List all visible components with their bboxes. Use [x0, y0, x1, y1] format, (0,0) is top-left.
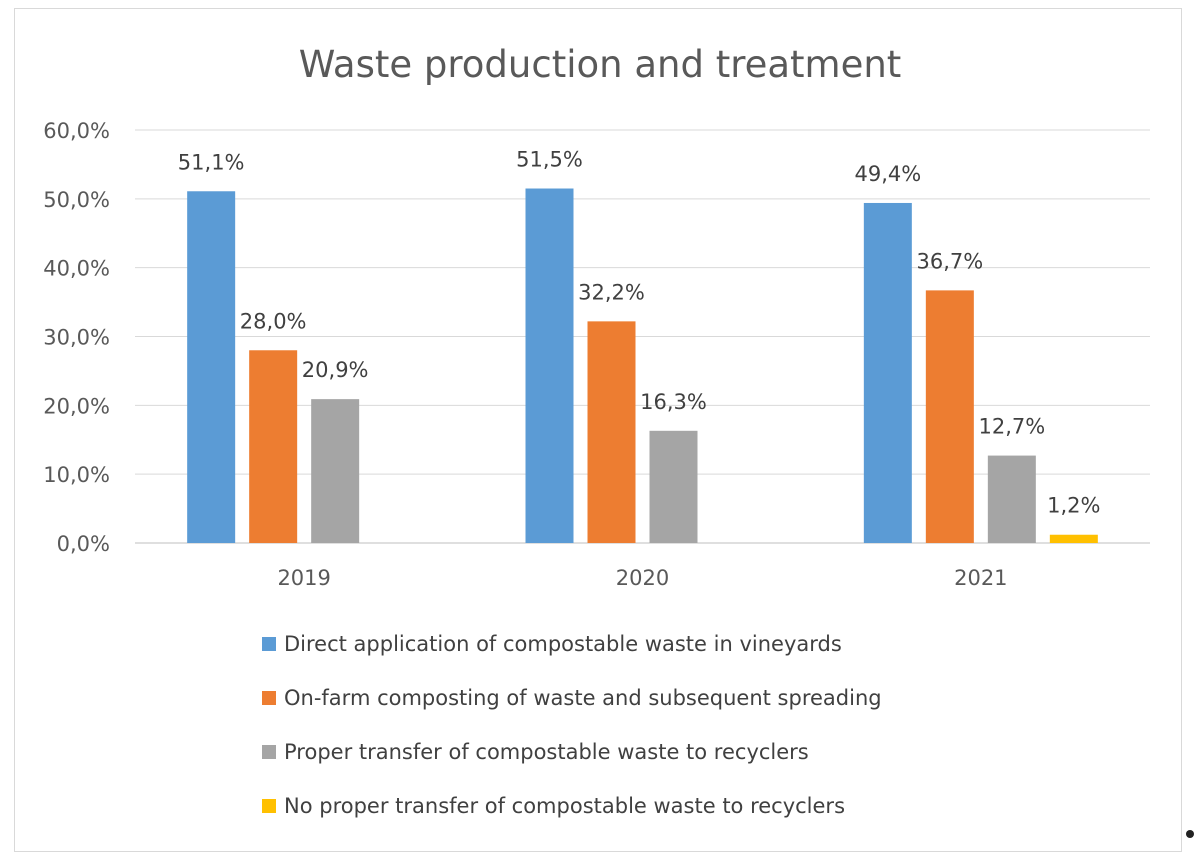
- legend-label: No proper transfer of compostable waste …: [284, 794, 845, 818]
- legend-swatch: [262, 745, 276, 759]
- data-label: 36,7%: [916, 249, 983, 273]
- edge-dot: [1186, 830, 1194, 838]
- x-tick-label: 2021: [954, 566, 1007, 590]
- bar: [863, 202, 912, 544]
- y-tick-label: 30,0%: [43, 326, 110, 350]
- legend-swatch: [262, 637, 276, 651]
- bar: [587, 321, 636, 543]
- bar: [525, 188, 574, 543]
- data-label: 32,2%: [578, 280, 645, 304]
- bar: [925, 290, 974, 543]
- x-tick-label: 2020: [616, 566, 669, 590]
- legend-label: Direct application of compostable waste …: [284, 632, 842, 656]
- data-label: 28,0%: [240, 309, 307, 333]
- data-label: 51,5%: [516, 148, 583, 172]
- x-tick-label: 2019: [277, 566, 330, 590]
- data-label: 49,4%: [854, 162, 921, 186]
- gridlines: [135, 129, 1150, 544]
- data-label: 16,3%: [640, 390, 707, 414]
- y-tick-label: 20,0%: [43, 394, 110, 418]
- legend-swatch: [262, 799, 276, 813]
- legend-label: On-farm composting of waste and subseque…: [284, 686, 882, 710]
- legend: Direct application of compostable waste …: [262, 632, 882, 818]
- bar: [987, 455, 1036, 543]
- data-label: 12,7%: [978, 415, 1045, 439]
- y-tick-label: 0,0%: [57, 532, 110, 556]
- bars: [187, 188, 1098, 544]
- legend-label: Proper transfer of compostable waste to …: [284, 740, 809, 764]
- data-labels: 51,1% 28,0% 20,9% 51,5% 32,2% 16,3% 49,4% 36,7%…: [178, 148, 1101, 518]
- bar: [249, 350, 298, 543]
- y-tick-label: 50,0%: [43, 188, 110, 212]
- x-axis-tick-labels: 2019 2020 2021: [277, 566, 1007, 590]
- data-label: 51,1%: [178, 150, 245, 174]
- data-label: 20,9%: [302, 358, 369, 382]
- bar: [1049, 534, 1098, 543]
- y-axis-tick-labels: 0,0% 10,0% 20,0% 30,0% 40,0% 50,0% 60,0%: [43, 119, 110, 556]
- bar: [649, 430, 698, 543]
- bar: [311, 399, 360, 543]
- data-label: 1,2%: [1047, 494, 1100, 518]
- chart-title: Waste production and treatment: [299, 43, 902, 86]
- bar: [187, 191, 236, 544]
- y-tick-label: 60,0%: [43, 119, 110, 143]
- y-tick-label: 40,0%: [43, 257, 110, 281]
- legend-swatch: [262, 691, 276, 705]
- y-tick-label: 10,0%: [43, 463, 110, 487]
